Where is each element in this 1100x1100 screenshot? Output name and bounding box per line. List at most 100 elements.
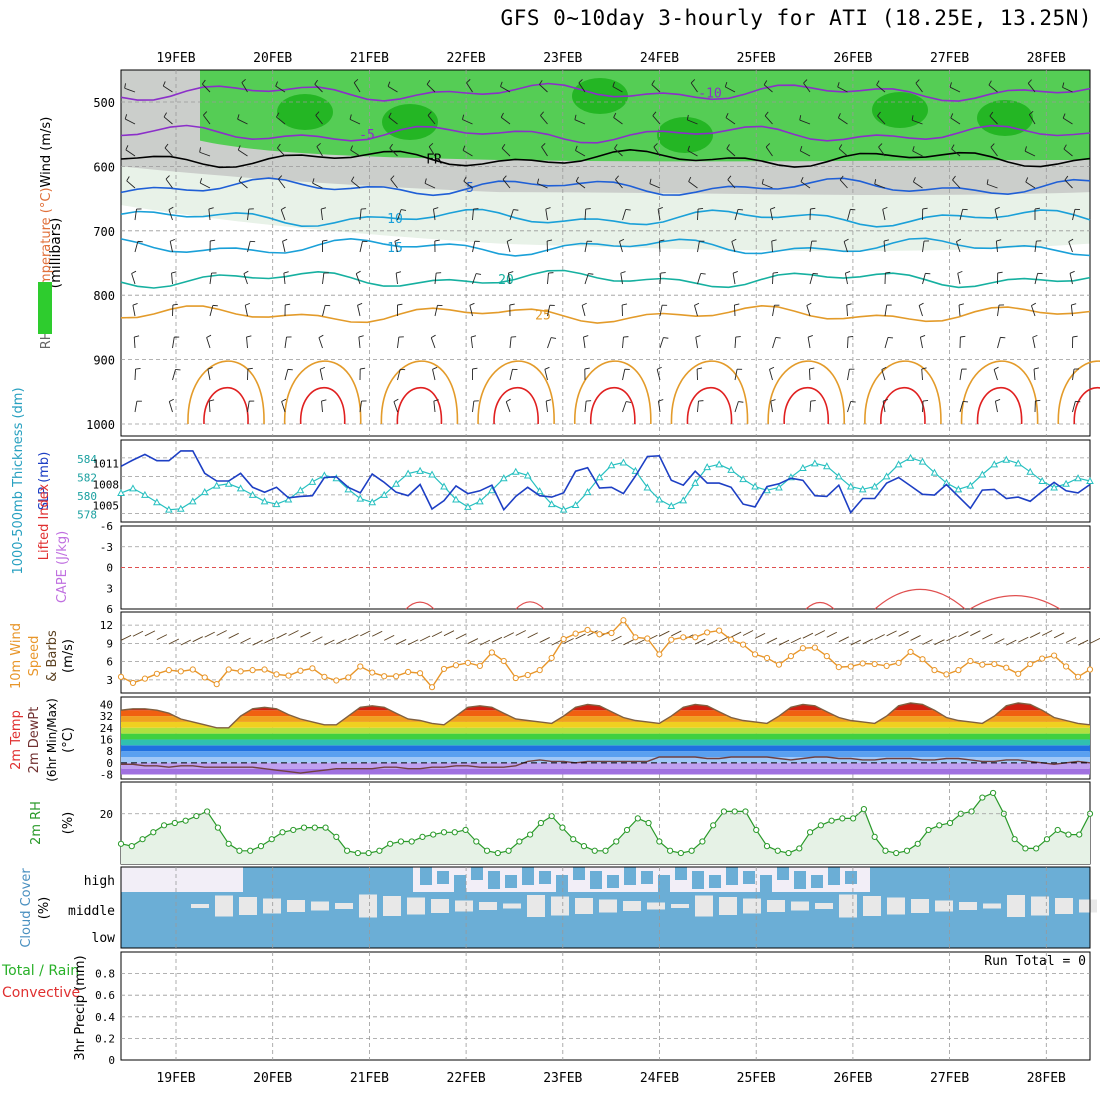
rh-point xyxy=(537,819,545,827)
wind-barb xyxy=(501,143,506,149)
wind-speed-point xyxy=(847,663,854,670)
wind-barb xyxy=(962,400,969,403)
wind-barb xyxy=(778,639,790,646)
cloud-gap xyxy=(863,896,881,916)
wind-barb xyxy=(125,149,136,157)
rh-band-green xyxy=(200,70,1090,162)
wind-barb xyxy=(882,401,886,413)
rh-point xyxy=(796,845,803,852)
wind-barb xyxy=(1072,401,1076,413)
wind-speed-point xyxy=(967,657,974,665)
cloud-high xyxy=(828,867,840,885)
wind-barb xyxy=(284,369,289,381)
wind-barb xyxy=(314,83,323,93)
wind-speed-point xyxy=(261,666,268,673)
temperature-contour xyxy=(477,360,555,425)
wind-barb xyxy=(163,85,173,93)
rh-point xyxy=(968,808,975,815)
rh-point xyxy=(602,847,609,854)
wind-barb xyxy=(210,239,216,242)
wind-barb xyxy=(994,206,1000,210)
temperature-contour xyxy=(120,208,1091,228)
wind-barb xyxy=(199,178,203,184)
wind-barb xyxy=(395,639,407,645)
cloud-gap xyxy=(335,903,353,909)
rh-point xyxy=(710,822,717,829)
thickness-point xyxy=(1014,459,1023,467)
wind-barb xyxy=(837,86,848,93)
wind-barb xyxy=(462,114,465,120)
slp-ylabel: SLP (mb) xyxy=(37,452,52,511)
wind-barb xyxy=(443,630,455,637)
wind-barb xyxy=(989,115,998,125)
wind-barb xyxy=(660,272,666,274)
wind-barb xyxy=(958,305,961,317)
wind-speed-point xyxy=(177,668,184,675)
wind-barb xyxy=(500,81,503,87)
wind-barb xyxy=(312,636,323,643)
wind-barb xyxy=(588,273,594,275)
wind-barb xyxy=(790,637,802,644)
wind-barb xyxy=(202,83,211,93)
wind-barb xyxy=(803,82,811,93)
cloud-gap xyxy=(575,898,593,914)
wind-barb xyxy=(923,399,929,402)
wind-barb xyxy=(726,144,730,149)
wind-barb xyxy=(1033,369,1036,381)
thickness-point xyxy=(559,505,568,513)
date-label-bottom: 28FEB xyxy=(1027,1071,1066,1086)
wind-barb xyxy=(281,398,287,402)
wind-barb xyxy=(694,302,700,306)
wind-barb xyxy=(502,179,511,189)
cloud-gap xyxy=(1007,895,1025,917)
thickness-point xyxy=(129,484,137,492)
thickness-point xyxy=(1086,476,1094,484)
wind-barb xyxy=(656,366,662,370)
precip-tick: 0.2 xyxy=(95,1032,115,1045)
wind-barb xyxy=(810,207,816,210)
wind-barb xyxy=(994,401,998,413)
wind-barb xyxy=(168,209,173,221)
rh-point xyxy=(914,840,921,847)
wind-barb xyxy=(912,119,923,125)
wind-barb xyxy=(922,400,924,413)
wind-speed-point xyxy=(309,665,316,672)
wind-barb xyxy=(1069,273,1073,285)
wind-barb xyxy=(656,369,661,381)
rh-point xyxy=(300,824,308,831)
cloud-level-label: low xyxy=(92,931,116,946)
wind-barb xyxy=(204,631,215,638)
wind-barb xyxy=(877,115,886,125)
thickness-point xyxy=(476,497,484,505)
rh-point xyxy=(1054,826,1061,834)
thickness-point xyxy=(1002,455,1011,463)
wind-barb xyxy=(509,303,515,306)
cloud-level-label: middle xyxy=(68,904,115,919)
wind-speed-point xyxy=(452,662,460,669)
wind-barb xyxy=(882,209,886,221)
rh-point xyxy=(806,829,814,836)
wind-barb xyxy=(1063,144,1067,150)
wind-barb xyxy=(584,273,589,285)
wind-ylabel-c: & Barbs xyxy=(45,630,60,682)
wind-barb xyxy=(920,335,926,338)
temperature-contour xyxy=(1057,360,1100,425)
thickness-point xyxy=(894,460,903,468)
temperature-contour xyxy=(203,387,249,425)
wind-barb xyxy=(845,271,851,274)
thickness-point xyxy=(571,501,580,509)
wind-barb xyxy=(539,84,548,93)
precip-tick: 0 xyxy=(108,1054,115,1067)
wind-barb xyxy=(882,206,888,210)
rh-point xyxy=(139,836,146,843)
wind-barb xyxy=(545,401,548,413)
wind-barb xyxy=(950,117,961,125)
wind-barb xyxy=(506,241,511,253)
wind-barb xyxy=(622,209,627,221)
wind-speed-point xyxy=(596,631,603,638)
wind-barb xyxy=(649,178,652,184)
wind-barb xyxy=(731,238,737,242)
date-label-bottom: 22FEB xyxy=(447,1071,486,1086)
wind-barb xyxy=(619,241,623,253)
wind-barb xyxy=(359,401,362,413)
